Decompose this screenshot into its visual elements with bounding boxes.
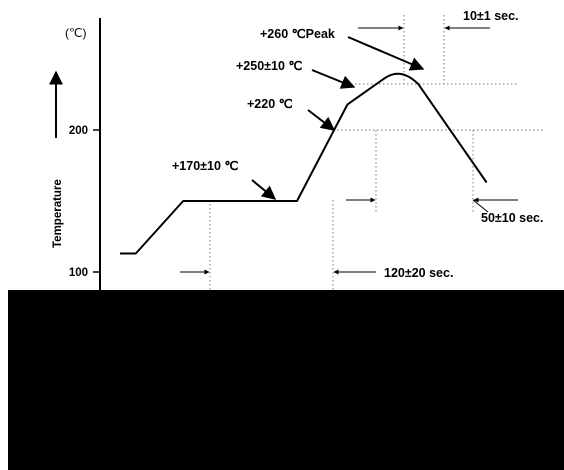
annotation-250: +250±10 ℃ xyxy=(236,59,302,73)
y-tick-label-200: 200 xyxy=(69,125,88,137)
annotation-dur10: 10±1 sec. xyxy=(463,9,519,23)
annotation-170: +170±10 ℃ xyxy=(172,159,238,173)
annotation-dur50: 50±10 sec. xyxy=(481,211,543,225)
annotation-peak: +260 ℃Peak xyxy=(260,27,335,41)
t250-callout-arrow xyxy=(311,69,356,89)
reflow-profile-line xyxy=(119,72,488,255)
callout-arrows xyxy=(251,36,425,200)
peak-callout-arrow xyxy=(347,36,425,71)
t170-callout-arrow xyxy=(251,179,277,200)
duration-markers xyxy=(180,25,518,275)
y-unit-label: (℃) xyxy=(65,26,86,40)
dur50-leader xyxy=(472,199,489,213)
black-overlay xyxy=(8,290,564,470)
guide-lines xyxy=(209,15,545,292)
y-tick-label-100: 100 xyxy=(69,267,88,279)
annotation-dur120: 120±20 sec. xyxy=(384,266,453,280)
annotation-220: +220 ℃ xyxy=(247,97,293,111)
t220-callout-arrow xyxy=(307,109,336,131)
y-axis-label: Temperature xyxy=(52,179,64,248)
